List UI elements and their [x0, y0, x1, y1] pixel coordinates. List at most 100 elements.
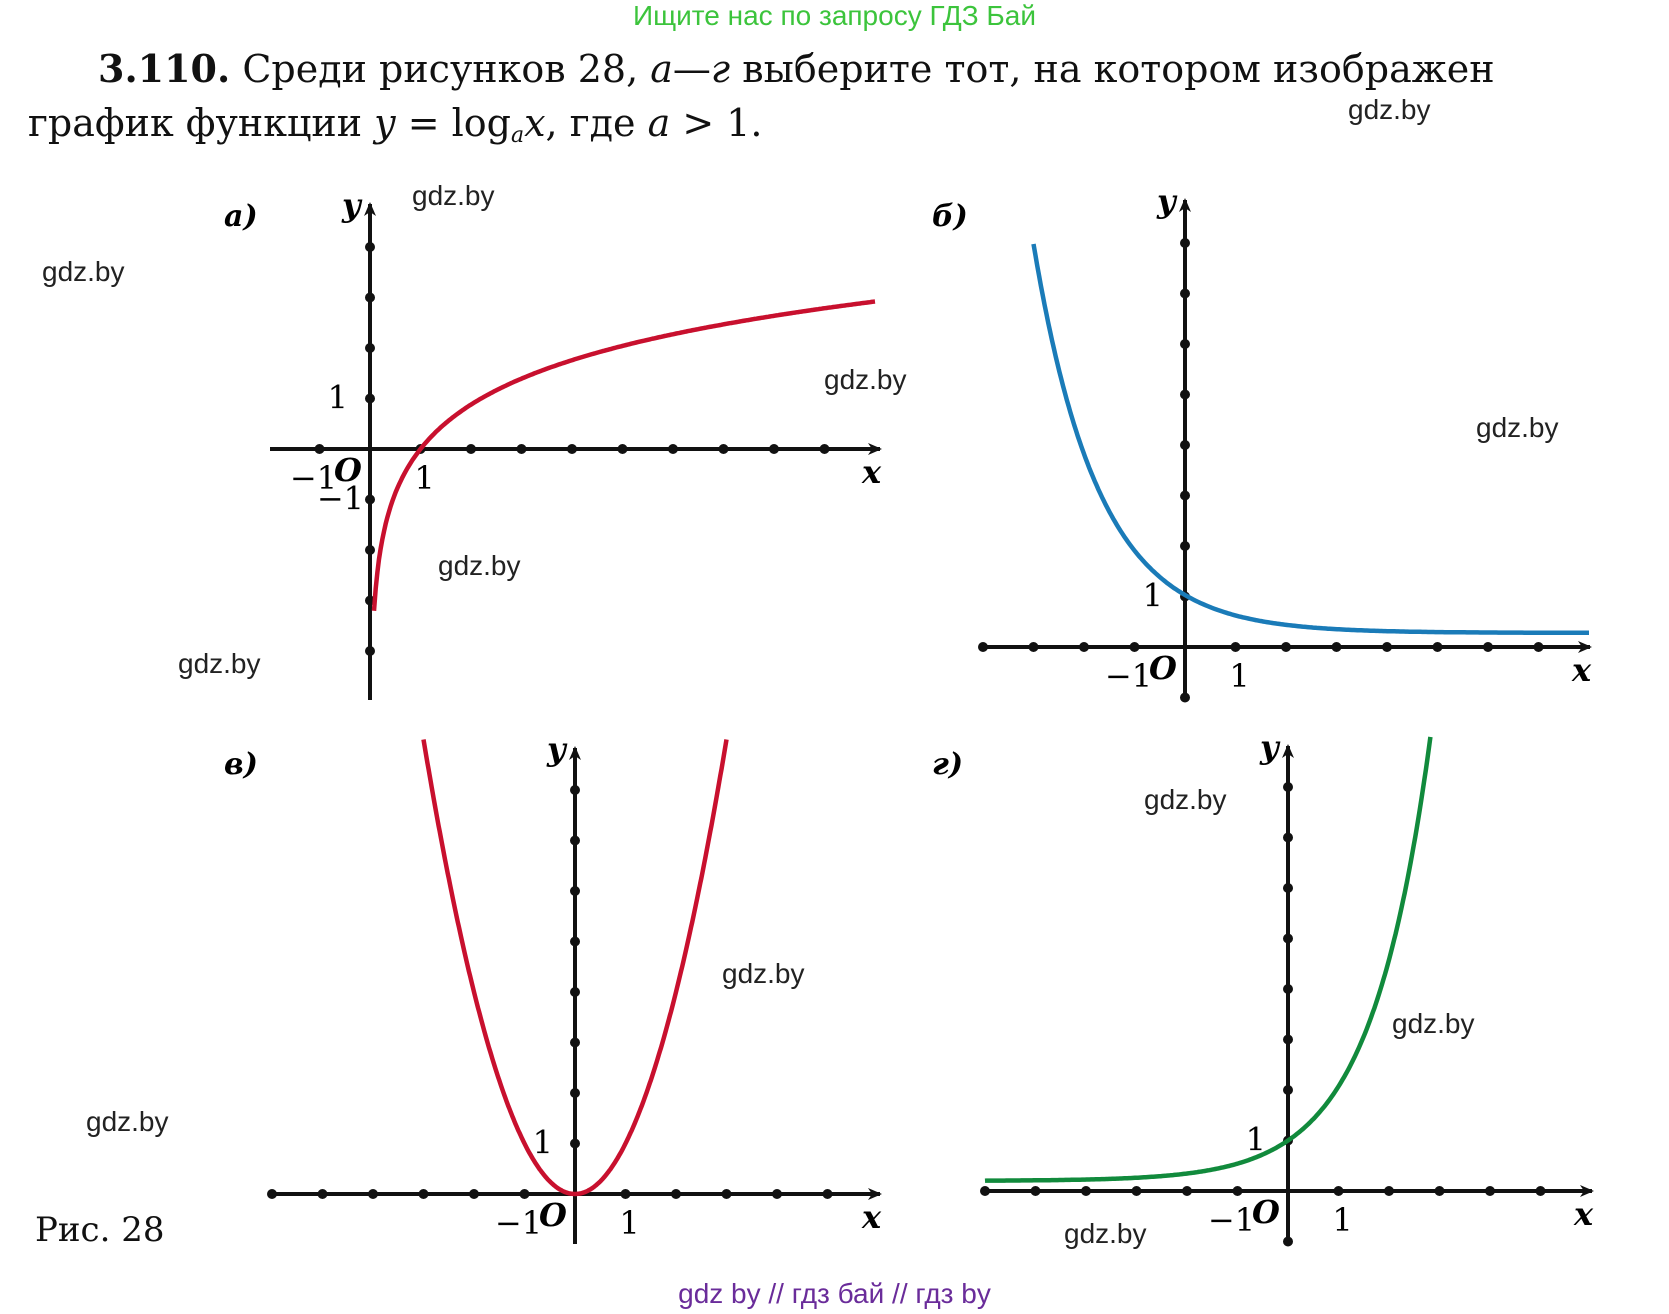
function-curve	[421, 739, 729, 1197]
watermark: gdz.by	[1392, 1008, 1475, 1039]
formula-x: x	[524, 101, 546, 145]
x-tick-label-neg: −1	[1208, 1201, 1255, 1239]
x-tick-dot	[1129, 642, 1140, 652]
y-axis-label: y	[546, 730, 568, 768]
x-tick-dot	[1535, 1186, 1546, 1196]
y-tick-dot	[365, 545, 375, 555]
x-tick-dot	[1483, 642, 1493, 652]
watermark: gdz.by	[1064, 1218, 1147, 1249]
y-tick-dot	[365, 646, 375, 656]
watermark: gdz.by	[438, 550, 521, 581]
y-tick-dot	[1180, 339, 1190, 349]
watermark: gdz.by	[178, 648, 261, 679]
x-tick-dot	[721, 1189, 732, 1199]
panel-label: г)	[932, 747, 963, 782]
x-tick-dot	[466, 444, 476, 454]
graph-panel: б) y x O−1 1 1	[932, 182, 1592, 703]
x-tick-label-neg: −1	[1105, 657, 1152, 695]
y-tick-dot	[1180, 389, 1190, 400]
problem-line-1: 3.110. Среди рисунков 28, а—г выберите т…	[28, 42, 1648, 96]
x-tick-label-pos: 1	[1332, 1201, 1352, 1239]
x-tick-dot	[1230, 642, 1241, 652]
y-tick-dot	[1283, 1034, 1293, 1045]
x-tick-dot	[978, 642, 988, 652]
x-tick-dot	[772, 1189, 782, 1199]
x-tick-dot	[314, 444, 325, 454]
range-end: г	[710, 47, 731, 91]
formula-y: y	[374, 101, 396, 145]
y-axis-label: y	[1259, 728, 1281, 766]
x-tick-dot	[1382, 642, 1392, 652]
x-tick-dot	[1281, 642, 1291, 652]
y-tick-dot	[1283, 883, 1293, 893]
x-tick-label-pos: 1	[414, 459, 434, 497]
x-tick-dot	[1081, 1186, 1091, 1196]
graph-panel: г) y x O−1 1 1	[932, 728, 1594, 1247]
x-tick-dot	[317, 1189, 328, 1199]
x-tick-dot	[1533, 642, 1544, 652]
y-tick-dot	[1180, 692, 1190, 703]
x-tick-dot	[1232, 1186, 1243, 1196]
range-dash: —	[672, 47, 711, 91]
x-tick-dot	[671, 1189, 681, 1199]
panel-label: а)	[224, 199, 258, 234]
x-tick-dot	[620, 1189, 631, 1199]
graph-panel: в) y x O−1 1 1	[224, 730, 882, 1244]
watermark: gdz.by	[722, 958, 805, 989]
y-tick-dot	[570, 1037, 580, 1048]
x-tick-dot	[516, 444, 527, 454]
y-tick-dot	[570, 1088, 580, 1098]
y-tick-dot	[365, 242, 375, 252]
x-tick-dot	[1331, 642, 1342, 652]
y-tick-dot	[570, 1138, 580, 1149]
y-tick-label-pos: 1	[1143, 577, 1163, 615]
y-tick-dot	[365, 292, 375, 303]
panel-label: б)	[932, 199, 968, 234]
y-axis-label: y	[1156, 182, 1178, 220]
x-tick-dot	[1028, 642, 1039, 652]
x-tick-dot	[1432, 642, 1443, 652]
problem-text-2: график функции	[28, 101, 375, 145]
y-axis-label: y	[341, 186, 363, 224]
y-tick-dot	[1283, 1236, 1293, 1247]
range-start: а	[650, 47, 673, 91]
watermark: gdz.by	[412, 180, 495, 211]
y-tick-label-pos: 1	[533, 1124, 553, 1162]
problem-statement: 3.110. Среди рисунков 28, а—г выберите т…	[28, 42, 1648, 163]
x-tick-dot	[668, 444, 678, 454]
graph-panel: а) y x O−1 1 1 −1	[224, 186, 882, 700]
origin-label: O	[334, 451, 362, 489]
x-tick-dot	[567, 444, 577, 454]
x-tick-dot	[469, 1189, 479, 1199]
x-tick-dot	[617, 444, 628, 454]
condition-a: a	[647, 101, 671, 145]
y-tick-dot	[570, 785, 580, 795]
x-tick-dot	[1434, 1186, 1445, 1196]
x-tick-dot	[418, 1189, 429, 1199]
footer-links[interactable]: gdz by // гдз бай // гдз by	[678, 1278, 991, 1309]
formula-base: a	[510, 123, 525, 148]
watermark: gdz.by	[42, 256, 125, 287]
origin-label: O	[1149, 649, 1177, 687]
x-tick-dot	[769, 444, 779, 454]
x-tick-dot	[819, 444, 830, 454]
function-curve	[371, 299, 876, 611]
y-tick-label-pos: 1	[328, 379, 348, 417]
x-tick-label-neg: −1	[290, 459, 337, 497]
x-tick-dot	[519, 1189, 530, 1199]
x-tick-label-pos: 1	[619, 1204, 639, 1242]
x-tick-dot	[1079, 642, 1089, 652]
top-banner[interactable]: Ищите нас по запросу ГДЗ Бай	[632, 0, 1037, 31]
y-tick-dot	[1180, 238, 1190, 248]
x-axis-label: x	[861, 1198, 882, 1236]
x-axis-label: x	[861, 453, 882, 491]
function-curve	[984, 736, 1433, 1183]
watermark: gdz.by	[1348, 94, 1431, 125]
y-tick-dot	[365, 393, 375, 404]
y-tick-label-pos: 1	[1246, 1121, 1266, 1159]
x-tick-label-pos: 1	[1229, 657, 1249, 695]
problem-number: 3.110.	[98, 46, 231, 91]
x-tick-dot	[368, 1189, 378, 1199]
watermark: gdz.by	[824, 364, 907, 395]
